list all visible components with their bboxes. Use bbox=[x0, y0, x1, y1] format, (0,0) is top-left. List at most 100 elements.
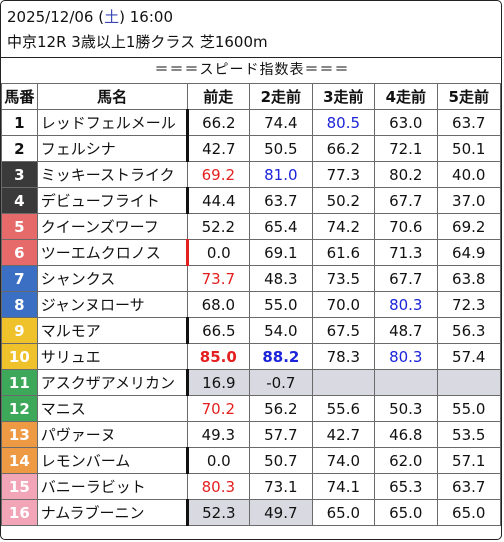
speed-index-cell: 81.0 bbox=[249, 161, 313, 188]
race-day-of-week: 土 bbox=[104, 8, 120, 26]
race-time: 16:00 bbox=[129, 8, 173, 26]
speed-index-cell: 50.1 bbox=[436, 135, 501, 162]
speed-index-cell: 55.0 bbox=[436, 395, 501, 422]
speed-index-cell: 50.2 bbox=[311, 187, 376, 214]
horse-name: ミッキーストライク bbox=[36, 161, 188, 188]
speed-index-cell: 44.4 bbox=[185, 187, 251, 214]
speed-index-cell bbox=[436, 369, 501, 396]
speed-index-cell: 57.4 bbox=[436, 343, 501, 370]
speed-index-cell: 69.1 bbox=[249, 239, 313, 266]
horse-name: フェルシナ bbox=[36, 135, 188, 162]
speed-index-cell: 73.5 bbox=[311, 265, 376, 292]
speed-index-cell: 0.0 bbox=[185, 447, 251, 474]
horse-name: バニーラビット bbox=[36, 473, 188, 500]
speed-index-cell: 73.1 bbox=[249, 473, 313, 500]
speed-index-cell: 61.6 bbox=[311, 239, 376, 266]
header-2-races-ago: 2走前 bbox=[249, 83, 313, 110]
speed-index-cell: 66.2 bbox=[311, 135, 376, 162]
horse-number: 9 bbox=[1, 317, 38, 344]
race-datetime: 2025/12/06 (土) 16:00 bbox=[7, 7, 173, 27]
horse-name: ナムラブーニン bbox=[36, 499, 188, 526]
speed-index-cell: 55.0 bbox=[249, 291, 313, 318]
table-title: ＝＝＝スピード指数表＝＝＝ bbox=[1, 57, 501, 83]
horse-number: 7 bbox=[1, 265, 38, 292]
horse-name: レッドフェルメール bbox=[36, 109, 188, 136]
horse-name: クイーンズワーフ bbox=[36, 213, 188, 240]
horse-number: 16 bbox=[1, 499, 38, 526]
speed-index-cell: 73.7 bbox=[186, 265, 251, 292]
speed-index-cell: 42.7 bbox=[311, 421, 376, 448]
table-row: 3 ミッキーストライク 69.2 81.0 77.3 80.2 40.0 bbox=[1, 161, 501, 188]
speed-index-cell: 74.1 bbox=[311, 473, 376, 500]
horse-number: 2 bbox=[1, 135, 38, 162]
speed-index-cell: 37.0 bbox=[436, 187, 501, 214]
horse-name: ツーエムクロノス bbox=[36, 239, 188, 266]
horse-number: 10 bbox=[1, 343, 38, 370]
speed-index-cell: 78.3 bbox=[311, 343, 376, 370]
table-row: 12 マニス 70.2 56.2 55.6 50.3 55.0 bbox=[1, 395, 501, 422]
speed-index-cell: 69.2 bbox=[436, 213, 501, 240]
horse-number: 1 bbox=[1, 109, 38, 136]
header-horse-name: 馬名 bbox=[36, 83, 188, 110]
speed-index-cell: 49.3 bbox=[186, 421, 251, 448]
speed-index-cell: 80.2 bbox=[374, 161, 438, 188]
horse-number: 5 bbox=[1, 213, 38, 240]
speed-index-cell: 88.2 bbox=[249, 343, 313, 370]
speed-index-cell: 42.7 bbox=[185, 135, 251, 162]
speed-index-cell: 77.3 bbox=[311, 161, 376, 188]
speed-index-cell: 66.5 bbox=[185, 317, 251, 344]
speed-index-cell: 65.3 bbox=[374, 473, 438, 500]
speed-index-cell: 63.7 bbox=[249, 187, 313, 214]
speed-index-cell: 65.0 bbox=[374, 499, 438, 526]
table-row: 4 デビューフライト 44.4 63.7 50.2 67.7 37.0 bbox=[1, 187, 501, 214]
table-row: 13 パヴァーヌ 49.3 57.7 42.7 46.8 53.5 bbox=[1, 421, 501, 448]
header-4-races-ago: 4走前 bbox=[374, 83, 438, 110]
speed-index-cell: 0.0 bbox=[185, 239, 251, 266]
speed-index-cell: 80.3 bbox=[374, 291, 438, 318]
header-last-race: 前走 bbox=[186, 83, 251, 110]
speed-index-cell: 49.7 bbox=[249, 499, 313, 526]
speed-index-cell: 80.3 bbox=[374, 343, 438, 370]
speed-index-cell: 65.0 bbox=[436, 499, 501, 526]
speed-index-cell: 53.5 bbox=[436, 421, 501, 448]
horse-name: ジャンヌローサ bbox=[36, 291, 188, 318]
speed-index-cell: 54.0 bbox=[249, 317, 313, 344]
race-day-close: ) bbox=[119, 8, 125, 26]
speed-index-cell: 50.3 bbox=[374, 395, 438, 422]
speed-index-cell bbox=[311, 369, 376, 396]
horse-number: 6 bbox=[1, 239, 38, 266]
speed-index-cell: 71.3 bbox=[374, 239, 438, 266]
table-row: 16 ナムラブーニン 52.3 49.7 65.0 65.0 65.0 bbox=[1, 499, 501, 526]
speed-index-cell: 70.2 bbox=[186, 395, 251, 422]
horse-number: 15 bbox=[1, 473, 38, 500]
speed-index-cell: 74.2 bbox=[311, 213, 376, 240]
speed-index-cell: 56.3 bbox=[436, 317, 501, 344]
speed-index-cell: 70.6 bbox=[374, 213, 438, 240]
header-horse-number: 馬番 bbox=[1, 83, 38, 110]
table-row: 10 サリュエ 85.0 88.2 78.3 80.3 57.4 bbox=[1, 343, 501, 370]
speed-index-cell: 52.3 bbox=[185, 499, 251, 526]
horse-number: 3 bbox=[1, 161, 38, 188]
race-day-open: ( bbox=[98, 8, 105, 26]
horse-number: 4 bbox=[1, 187, 38, 214]
horse-number: 13 bbox=[1, 421, 38, 448]
speed-index-cell: 66.2 bbox=[185, 109, 251, 136]
horse-name: マニス bbox=[36, 395, 188, 422]
speed-index-cell: 74.0 bbox=[311, 447, 376, 474]
table-row: 8 ジャンヌローサ 68.0 55.0 70.0 80.3 72.3 bbox=[1, 291, 501, 318]
horse-name: レモンバーム bbox=[36, 447, 188, 474]
header-3-races-ago: 3走前 bbox=[311, 83, 376, 110]
speed-index-cell: 74.4 bbox=[249, 109, 313, 136]
speed-index-cell: 16.9 bbox=[185, 369, 251, 396]
speed-index-cell: 50.5 bbox=[249, 135, 313, 162]
speed-index-cell: 67.5 bbox=[311, 317, 376, 344]
speed-index-cell: 63.8 bbox=[436, 265, 501, 292]
table-row: 6 ツーエムクロノス 0.0 69.1 61.6 71.3 64.9 bbox=[1, 239, 501, 266]
speed-index-cell: 52.2 bbox=[186, 213, 251, 240]
speed-index-cell: 62.0 bbox=[374, 447, 438, 474]
speed-index-cell: 80.3 bbox=[186, 473, 251, 500]
horse-name: アスクザアメリカン bbox=[36, 369, 188, 396]
table-row: 11 アスクザアメリカン 16.9 -0.7 bbox=[1, 369, 501, 396]
table-row: 9 マルモア 66.5 54.0 67.5 48.7 56.3 bbox=[1, 317, 501, 344]
